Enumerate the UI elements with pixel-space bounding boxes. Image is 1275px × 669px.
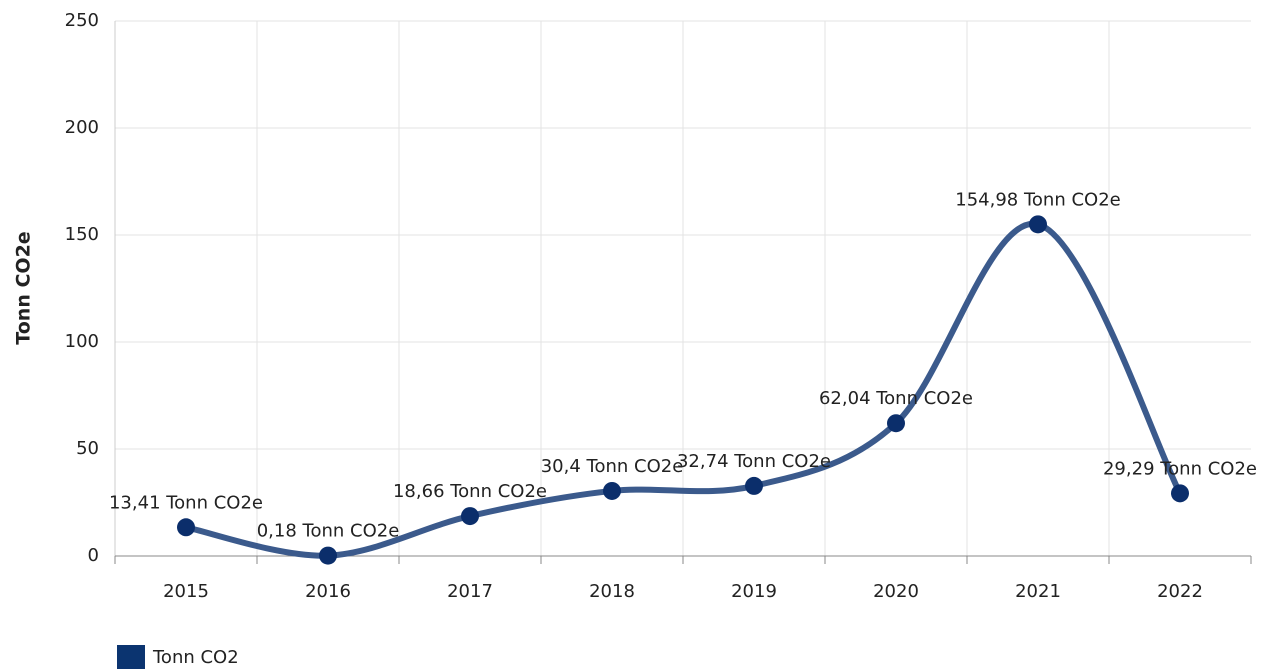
- marker: [461, 507, 479, 526]
- data-label: 32,74 Tonn CO2e: [677, 451, 831, 472]
- y-tick-label: 0: [88, 545, 99, 566]
- data-label: 62,04 Tonn CO2e: [819, 388, 973, 409]
- x-tick-label: 2020: [873, 581, 919, 602]
- x-tick-label: 2016: [305, 581, 351, 602]
- marker: [319, 546, 337, 565]
- marker: [1171, 484, 1189, 503]
- data-label: 30,4 Tonn CO2e: [541, 456, 684, 477]
- x-tick-label: 2019: [731, 581, 777, 602]
- y-axis-label: Tonn CO2e: [13, 231, 35, 344]
- y-tick-label: 250: [65, 10, 99, 31]
- y-tick-label: 100: [65, 331, 99, 352]
- marker: [1029, 215, 1047, 234]
- x-tick-label: 2017: [447, 581, 493, 602]
- marker: [745, 476, 763, 495]
- data-label: 18,66 Tonn CO2e: [393, 481, 547, 502]
- legend-label: Tonn CO2: [152, 647, 239, 668]
- marker: [887, 414, 905, 433]
- legend-swatch: [117, 645, 145, 669]
- y-tick-label: 50: [76, 438, 99, 459]
- y-tick-label: 200: [65, 117, 99, 138]
- x-tick-label: 2018: [589, 581, 635, 602]
- data-label: 13,41 Tonn CO2e: [109, 492, 263, 513]
- data-label: 29,29 Tonn CO2e: [1103, 458, 1257, 479]
- marker: [177, 518, 195, 537]
- x-tick-label: 2022: [1157, 581, 1203, 602]
- x-tick-label: 2021: [1015, 581, 1061, 602]
- x-tick-label: 2015: [163, 581, 209, 602]
- data-label: 154,98 Tonn CO2e: [955, 189, 1120, 210]
- y-tick-label: 150: [65, 224, 99, 245]
- data-label: 0,18 Tonn CO2e: [257, 521, 400, 542]
- marker: [603, 481, 621, 500]
